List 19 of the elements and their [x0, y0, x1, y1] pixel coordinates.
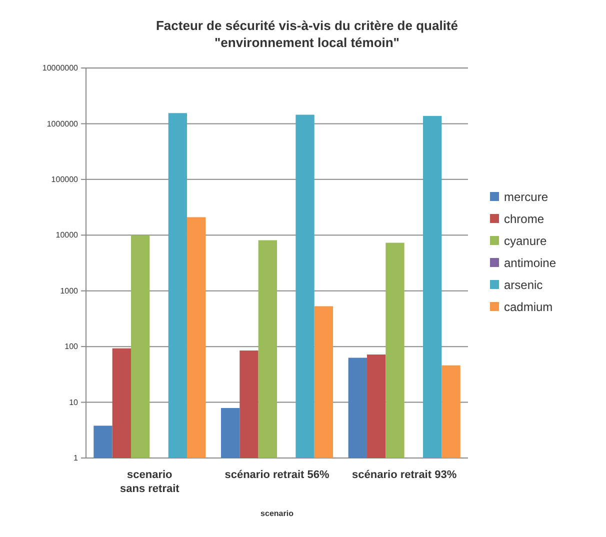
y-tick-label: 100	[64, 342, 79, 352]
legend-label: cadmium	[504, 300, 553, 314]
legend-label: arsenic	[504, 278, 543, 292]
legend-label: antimoine	[504, 256, 556, 270]
legend-label: chrome	[504, 212, 544, 226]
y-tick-label: 10000000	[42, 64, 79, 73]
y-tick-label: 1000000	[46, 119, 79, 128]
y-tick-label: 1	[74, 454, 79, 463]
chart-title: Facteur de sécurité vis-à-vis du critère de qualité "environnement local témoin"	[156, 18, 458, 50]
y-tick-label: 1000	[60, 286, 79, 296]
x-tick-label: scénario retrait 93%	[352, 469, 457, 481]
x-tick-label: scenario sans retrait	[120, 469, 180, 495]
x-axis-title: scenario	[260, 509, 294, 518]
y-tick-label: 10	[69, 398, 79, 407]
y-tick-label: 10000	[56, 230, 79, 240]
y-tick-label: 100000	[51, 174, 79, 184]
legend-label: mercure	[504, 190, 548, 204]
x-tick-label: scénario retrait 56%	[224, 469, 330, 481]
legend-label: cyanure	[504, 234, 548, 248]
